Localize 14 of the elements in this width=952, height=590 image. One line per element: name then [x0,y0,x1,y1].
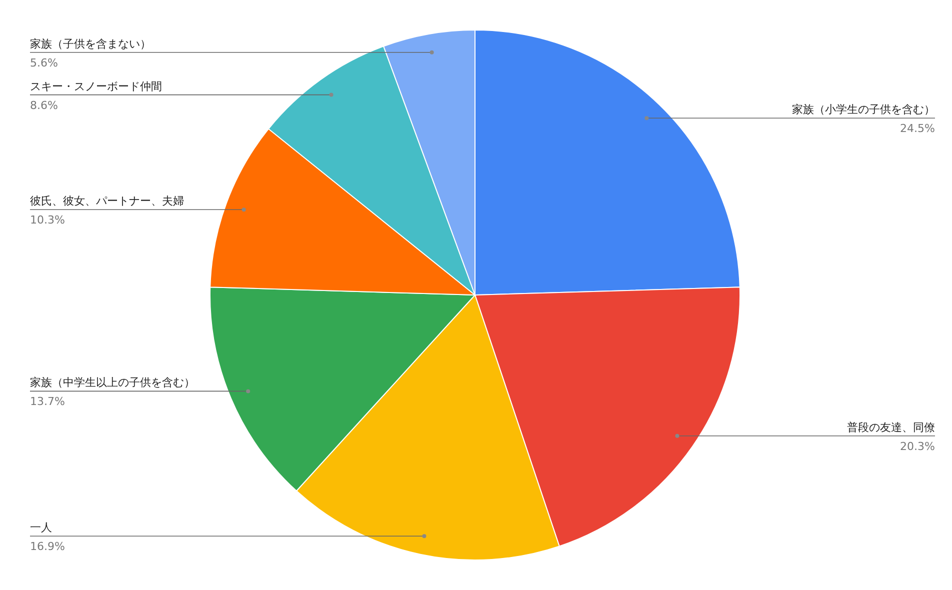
slice-label: 普段の友達、同僚 [847,420,935,434]
data-label: 13.7% [30,395,65,408]
slice-label: 家族（中学生以上の子供を含む） [30,376,195,390]
slice-label: 家族（小学生の子供を含む） [792,103,935,116]
slice-label: 彼氏、彼女、パートナー、夫婦 [30,194,184,208]
data-label: 16.9% [30,540,65,554]
data-label: 8.6% [30,98,58,112]
slice-label: スキー・スノーボード仲間 [30,80,162,93]
slice-label: 一人 [30,521,52,534]
data-label: 20.3% [900,440,935,453]
data-label: 5.6% [30,56,58,70]
slice-label: 家族（子供を含まない） [30,37,151,50]
data-label: 10.3% [30,214,65,227]
data-label: 24.5% [900,122,935,136]
